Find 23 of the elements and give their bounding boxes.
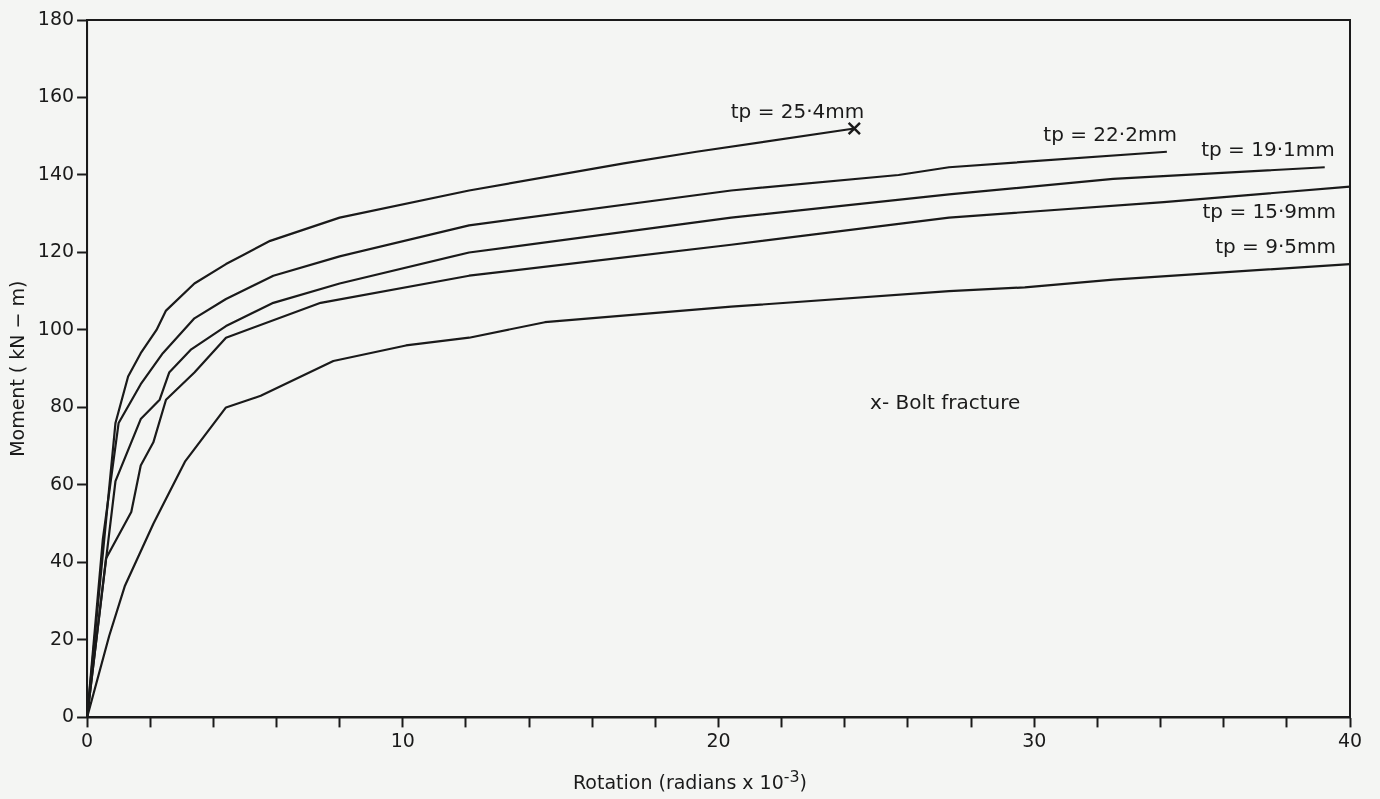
y-tick-label: 160 [37,84,75,107]
x-tick-label: 20 [706,728,731,751]
x-tick-label: 0 [81,728,94,751]
y-tick-label: 120 [37,239,75,262]
series-label: tp = 25·4mm [730,98,865,123]
y-tick-label: 60 [49,471,75,494]
x-axis-title: Rotation (radians x 10$^{-3}$) [572,766,808,793]
x-tick-label: 30 [1022,728,1047,751]
series-label: tp = 15·9mm [1202,198,1336,223]
annotation: x- Bolt fracture [870,389,1021,414]
y-axis-title: Moment ( kN − m) [6,280,29,457]
y-tick-label: 20 [49,626,75,649]
series-label: tp = 19·1mm [1201,137,1335,162]
y-tick-label: 80 [49,394,75,417]
y-tick-label: 0 [61,704,75,727]
y-tick-label: 180 [37,6,75,29]
y-tick-label: 140 [37,161,75,184]
y-tick-label: 100 [37,316,75,339]
x-tick-label: 10 [390,728,415,751]
series-label: tp = 9·5mm [1215,234,1336,259]
series-label: tp = 22·2mm [1043,121,1177,146]
x-tick-label: 40 [1337,728,1363,751]
y-tick-label: 40 [49,549,75,572]
